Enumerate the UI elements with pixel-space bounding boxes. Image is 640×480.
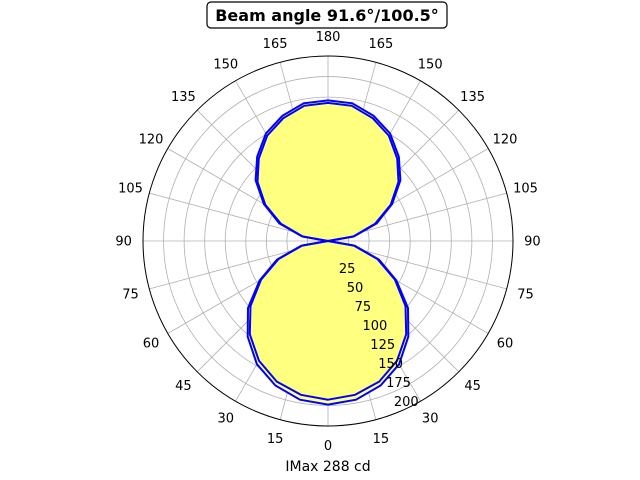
angle-tick-labels: 0 15 30 45 60 75 90 105 120 135 150 165 180 165 150 135…: [115, 30, 540, 454]
angle-tick-label: 75: [122, 287, 139, 302]
angle-tick-label: 120: [493, 132, 518, 147]
angle-tick-label: 30: [422, 412, 439, 427]
angle-tick-label: 45: [175, 379, 192, 394]
angle-tick-label: 15: [267, 432, 284, 447]
polar-frame: [142, 55, 514, 427]
x-axis-label: IMax 288 cd: [285, 459, 370, 475]
angle-tick-label: 45: [464, 379, 481, 394]
chart-title-box: Beam angle 91.6°/100.5°: [206, 1, 448, 29]
angle-tick-label: 105: [513, 182, 538, 197]
angle-tick-label: 90: [115, 235, 132, 250]
radial-tick-label: 25: [339, 262, 356, 277]
series-layer: [246, 99, 410, 406]
chart-title: Beam angle 91.6°/100.5°: [215, 6, 439, 25]
angle-tick-label: 75: [517, 287, 534, 302]
radial-tick-label: 100: [363, 319, 388, 334]
angle-tick-label: 15: [373, 432, 390, 447]
angle-tick-label: 0: [324, 439, 332, 454]
angle-tick-label: 30: [218, 412, 235, 427]
title-frame: [206, 1, 448, 29]
radial-tick-label: 175: [386, 376, 411, 391]
radial-tick-label: 200: [394, 395, 419, 410]
angle-tick-label: 165: [263, 37, 288, 52]
series-line-0: [246, 99, 410, 406]
angle-tick-label: 150: [418, 58, 443, 73]
series-line-1: [248, 101, 408, 401]
radial-tick-label: 50: [347, 281, 364, 296]
radial-tick-labels: 25 50 75 100 125 150 175 200: [339, 262, 419, 410]
angle-tick-label: 120: [139, 132, 164, 147]
radial-tick-label: 150: [378, 357, 403, 372]
angle-tick-label: 60: [497, 337, 514, 352]
angle-tick-label: 105: [118, 182, 143, 197]
angle-tick-label: 150: [213, 58, 238, 73]
angle-tick-label: 180: [316, 30, 341, 45]
angle-tick-label: 135: [171, 90, 196, 105]
angle-tick-label: 90: [524, 235, 541, 250]
angle-tick-label: 60: [143, 337, 160, 352]
angle-tick-label: 165: [368, 37, 393, 52]
radial-tick-label: 125: [370, 338, 395, 353]
angle-tick-label: 135: [460, 90, 485, 105]
radial-tick-label: 75: [355, 300, 372, 315]
